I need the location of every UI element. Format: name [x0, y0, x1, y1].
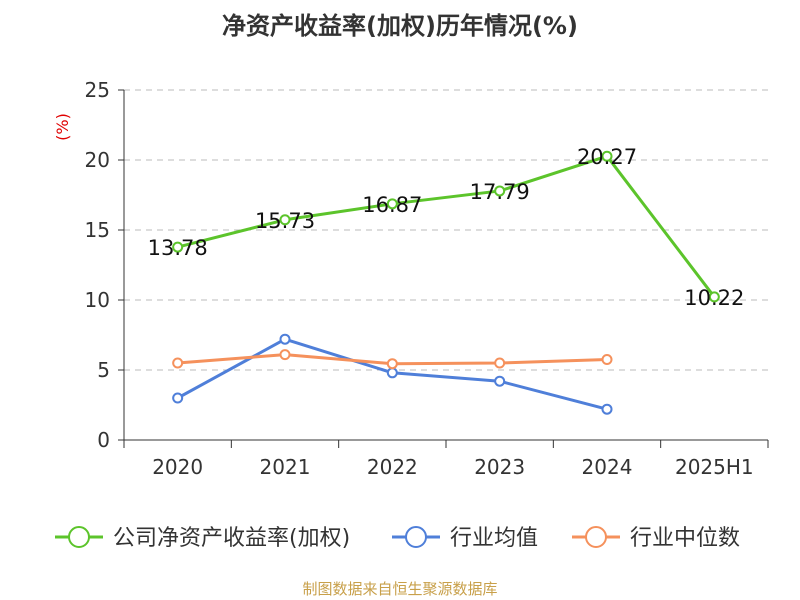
- chart-title: 净资产收益率(加权)历年情况(%): [222, 12, 578, 40]
- data-point[interactable]: [386, 367, 398, 379]
- series-1: [172, 333, 613, 415]
- data-label: 20.27: [577, 145, 637, 169]
- data-label: 13.78: [148, 236, 208, 260]
- data-point[interactable]: [279, 214, 291, 226]
- data-point[interactable]: [386, 198, 398, 210]
- legend-label: 行业均值: [450, 526, 538, 551]
- legend-item[interactable]: 行业均值: [392, 526, 538, 551]
- data-label: 16.87: [362, 193, 422, 217]
- x-tick-label: 2023: [474, 455, 525, 479]
- data-point[interactable]: [279, 349, 291, 361]
- data-labels: 13.78 15.73 16.87 17.79 20.27 10.22: [148, 145, 745, 310]
- data-point[interactable]: [601, 150, 613, 162]
- x-tick-label: 2024: [582, 455, 633, 479]
- data-point[interactable]: [601, 354, 613, 365]
- data-point[interactable]: [494, 375, 506, 387]
- y-axis-label: (%): [53, 113, 72, 141]
- data-point[interactable]: [279, 333, 291, 345]
- data-point[interactable]: [494, 185, 506, 197]
- legend-marker: [68, 526, 90, 548]
- y-tick-label: 25: [85, 78, 110, 102]
- legend-item[interactable]: 行业中位数: [572, 526, 740, 551]
- legend-marker: [405, 526, 427, 548]
- data-point[interactable]: [386, 358, 398, 370]
- x-tick-label: 2025H1: [675, 455, 754, 479]
- axes: 0 5 10 15 20 25 2020 2021 2022 2023 2024 2025H1: [85, 78, 769, 479]
- series-layer: [172, 150, 720, 415]
- data-label: 10.22: [684, 286, 744, 310]
- data-point[interactable]: [601, 403, 613, 415]
- data-point[interactable]: [172, 241, 184, 253]
- legend-label: 行业中位数: [630, 526, 740, 551]
- data-point[interactable]: [172, 392, 184, 404]
- y-tick-label: 20: [85, 148, 110, 172]
- grid-lines: [124, 89, 768, 371]
- y-tick-label: 5: [97, 358, 110, 382]
- series-line: [177, 154, 716, 298]
- legend-marker: [585, 526, 607, 548]
- legend[interactable]: 公司净资产收益率(加权) 行业均值 行业中位数: [55, 526, 740, 551]
- data-label: 15.73: [255, 209, 315, 233]
- y-tick-label: 0: [97, 428, 110, 452]
- x-tick-label: 2021: [260, 455, 311, 479]
- series-0: [172, 150, 720, 303]
- source-note: 制图数据来自恒生聚源数据库: [302, 580, 498, 598]
- data-point[interactable]: [494, 357, 506, 369]
- data-label: 17.79: [470, 180, 530, 204]
- legend-label: 公司净资产收益率(加权): [113, 526, 350, 551]
- x-tick-label: 2022: [367, 455, 418, 479]
- data-point[interactable]: [172, 357, 184, 369]
- y-tick-label: 10: [85, 288, 110, 312]
- y-tick-label: 15: [85, 218, 110, 242]
- x-tick-label: 2020: [152, 455, 203, 479]
- legend-item[interactable]: 公司净资产收益率(加权): [55, 526, 350, 551]
- series-2: [172, 349, 613, 370]
- data-point[interactable]: [708, 291, 720, 303]
